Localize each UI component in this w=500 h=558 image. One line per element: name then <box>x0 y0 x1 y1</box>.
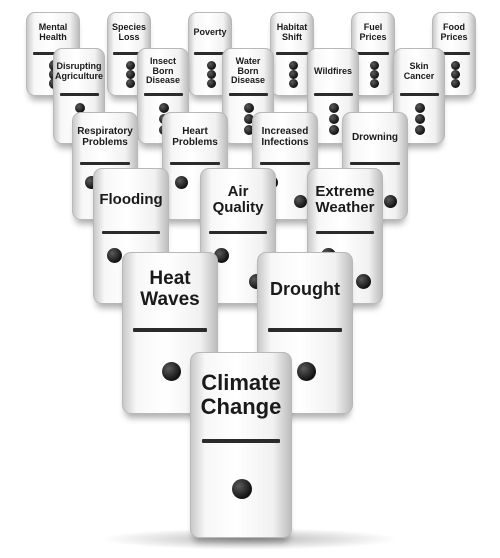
domino-label: Heat Waves <box>140 268 200 310</box>
domino-divider <box>275 52 309 55</box>
domino-divider <box>202 439 280 443</box>
domino-label: Habitat Shift <box>276 22 308 42</box>
domino-pip <box>206 70 216 79</box>
domino-pip <box>450 60 460 70</box>
domino-divider <box>350 162 400 165</box>
domino-divider <box>80 162 130 165</box>
domino-pip <box>296 362 316 381</box>
domino-label: Poverty <box>193 27 227 38</box>
domino-label: Drowning <box>351 131 399 143</box>
domino-label: Disrupting Agriculture <box>55 60 104 81</box>
domino-label: Extreme Weather <box>315 182 375 216</box>
domino-label: Air Quality <box>212 182 264 216</box>
domino-pip <box>288 79 298 89</box>
domino-label: Water Born Disease <box>230 55 266 86</box>
domino-pip <box>450 79 460 89</box>
domino-pip <box>329 125 339 136</box>
domino-pip <box>355 274 371 290</box>
domino-label: Fuel Prices <box>359 22 387 42</box>
domino-divider <box>313 93 353 96</box>
domino-pip <box>329 102 339 113</box>
domino-pip <box>125 60 135 70</box>
domino-label: Food Prices <box>440 22 468 42</box>
domino-label: Climate Change <box>200 370 282 419</box>
domino-pip <box>450 70 460 79</box>
domino-pip <box>125 79 135 89</box>
domino-divider <box>228 93 268 96</box>
domino-divider <box>356 52 390 55</box>
domino-divider <box>170 162 220 165</box>
domino-divider <box>133 328 207 332</box>
domino-pip <box>206 60 216 70</box>
domino-label: Mental Health <box>38 22 68 42</box>
domino-pip <box>206 79 216 89</box>
domino-label: Skin Cancer <box>403 60 435 81</box>
domino-divider <box>437 52 471 55</box>
domino-label: Respiratory Problems <box>77 126 133 148</box>
domino-label: Wildfires <box>314 65 352 76</box>
domino-divider <box>102 231 160 234</box>
domino-pip <box>107 248 123 264</box>
domino-pip <box>244 125 254 136</box>
domino-divider <box>209 231 267 234</box>
domino-pip <box>244 102 254 113</box>
domino-label: Insect Born Disease <box>145 55 181 86</box>
domino-divider <box>193 52 227 55</box>
domino-pip <box>415 102 425 113</box>
domino-divider <box>268 328 342 332</box>
domino-label: Increased Infections <box>261 126 309 148</box>
domino-pip <box>125 70 135 79</box>
domino-pip <box>369 60 379 70</box>
domino-pip <box>329 114 339 124</box>
domino-climate-change: Climate Change <box>190 352 292 538</box>
domino-divider <box>260 162 310 165</box>
domino-pip <box>294 195 308 209</box>
domino-pip <box>232 479 252 499</box>
domino-pip <box>384 195 398 209</box>
floor-shadow <box>100 528 400 550</box>
domino-pip <box>214 248 230 264</box>
domino-pip <box>369 70 379 79</box>
domino-pip <box>174 175 188 189</box>
domino-divider <box>59 93 99 96</box>
domino-label: Drought <box>270 279 340 300</box>
domino-pip <box>369 79 379 89</box>
domino-pip <box>159 102 169 113</box>
domino-skin-cancer: Skin Cancer <box>393 48 445 144</box>
domino-species-loss: Species Loss <box>107 12 151 96</box>
domino-pip <box>415 114 425 124</box>
domino-divider <box>143 93 183 96</box>
domino-pip <box>288 60 298 70</box>
domino-water-born-disease: Water Born Disease <box>222 48 274 144</box>
domino-divider <box>399 93 439 96</box>
domino-pip <box>288 70 298 79</box>
domino-divider <box>316 231 374 234</box>
domino-label: Flooding <box>99 190 163 208</box>
domino-label: Heart Problems <box>172 126 218 148</box>
domino-label: Species Loss <box>111 22 147 42</box>
domino-pip <box>161 362 181 381</box>
domino-pip <box>75 102 85 113</box>
domino-pip <box>415 125 425 136</box>
domino-divider <box>112 52 146 55</box>
domino-pip <box>244 114 254 124</box>
